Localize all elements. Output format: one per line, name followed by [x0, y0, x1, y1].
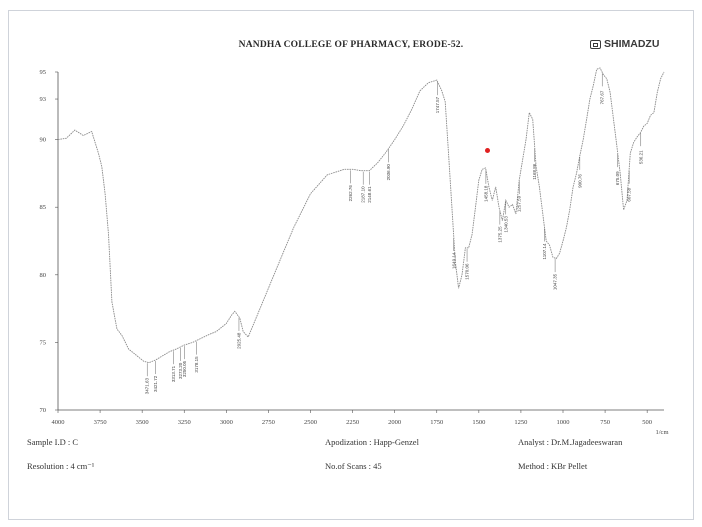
- peak-label: 2262.76: [348, 185, 353, 202]
- peak-label: 2187.10: [361, 186, 366, 203]
- x-axis-label: 1/cm: [656, 429, 669, 436]
- x-tick-label: 1750: [430, 419, 443, 426]
- x-tick-label: 2500: [304, 419, 317, 426]
- x-tick-label: 1000: [557, 419, 570, 426]
- x-tick-label: 4000: [52, 419, 65, 426]
- y-tick-label: 80: [40, 272, 47, 279]
- peak-label: 1107.14: [542, 243, 547, 259]
- brand-logo: SHIMADZU: [590, 38, 659, 50]
- shimadzu-logo-icon: [590, 39, 601, 49]
- x-tick-label: 3750: [94, 419, 107, 426]
- peak-label: 675.09: [615, 171, 620, 185]
- method-text: Method : KBr Pellet: [518, 461, 588, 471]
- x-tick-label: 2250: [346, 419, 359, 426]
- red-marker-dot: [485, 148, 490, 153]
- sample-id-text: Sample I.D : C: [27, 437, 78, 447]
- resolution-text: Resolution : 4 cm⁻¹: [27, 461, 95, 471]
- peak-label: 3471.63: [145, 377, 150, 394]
- peak-label: 1047.35: [553, 273, 558, 290]
- x-tick-label: 500: [642, 419, 652, 426]
- peak-label: 900.76: [577, 174, 582, 188]
- y-tick-label: 95: [40, 69, 47, 76]
- peak-label: 1257.59: [517, 195, 522, 212]
- y-tick-label: 70: [40, 407, 47, 414]
- x-tick-label: 750: [600, 419, 610, 426]
- peak-label: 3313.71: [171, 365, 176, 382]
- analyst-text: Analyst : Dr.M.Jagadeeswaran: [518, 437, 623, 447]
- x-tick-label: 3500: [136, 419, 149, 426]
- peak-label: 1458.18: [483, 185, 488, 202]
- peak-label: 2925.48: [236, 332, 241, 349]
- x-tick-label: 3250: [178, 419, 191, 426]
- brand-name: SHIMADZU: [604, 38, 660, 50]
- chart-ticks: 4000 3750 3500 3250 3000 2750 2500 2250 2000 1750…: [40, 69, 669, 436]
- peak-label: 536.21: [638, 150, 643, 164]
- peak-label: 3250.05: [182, 360, 187, 377]
- chart-axes: [57, 72, 664, 411]
- peak-label: 1375.25: [497, 226, 502, 243]
- x-tick-label: 1250: [514, 419, 527, 426]
- peak-label: 2036.90: [386, 164, 391, 181]
- peak-label: 607.58: [627, 187, 632, 201]
- spectrum-trace: [57, 67, 665, 364]
- y-tick-label: 93: [40, 96, 47, 103]
- spectrum-line: [57, 67, 665, 364]
- x-tick-label: 3000: [220, 419, 233, 426]
- peak-label: 3273.20: [178, 362, 183, 379]
- y-tick-label: 90: [40, 137, 47, 144]
- apodization-text: Apodization : Happ-Genzel: [325, 437, 419, 447]
- peak-label: 1649.14: [451, 252, 456, 269]
- peak-label: 1340.53: [503, 216, 508, 233]
- x-tick-label: 2750: [262, 419, 275, 426]
- report-title: NANDHA COLLEGE OF PHARMACY, ERODE-52.: [238, 40, 464, 50]
- spectrum-sheet: [8, 10, 694, 520]
- x-tick-label: 1500: [472, 419, 485, 426]
- peak-label: 1570.06: [465, 263, 470, 280]
- scans-text: No.of Scans : 45: [325, 461, 382, 471]
- peak-label: 1168.86: [532, 163, 537, 179]
- peak-label: 3421.72: [153, 375, 158, 392]
- peak-label: 1747.57: [435, 96, 440, 113]
- peak-label: 767.67: [600, 90, 605, 104]
- y-tick-label: 85: [40, 204, 47, 211]
- y-tick-label: 75: [40, 339, 47, 346]
- peak-label: 3178.15: [194, 356, 199, 373]
- x-tick-label: 2000: [388, 419, 401, 426]
- peak-label: 2148.61: [367, 186, 372, 203]
